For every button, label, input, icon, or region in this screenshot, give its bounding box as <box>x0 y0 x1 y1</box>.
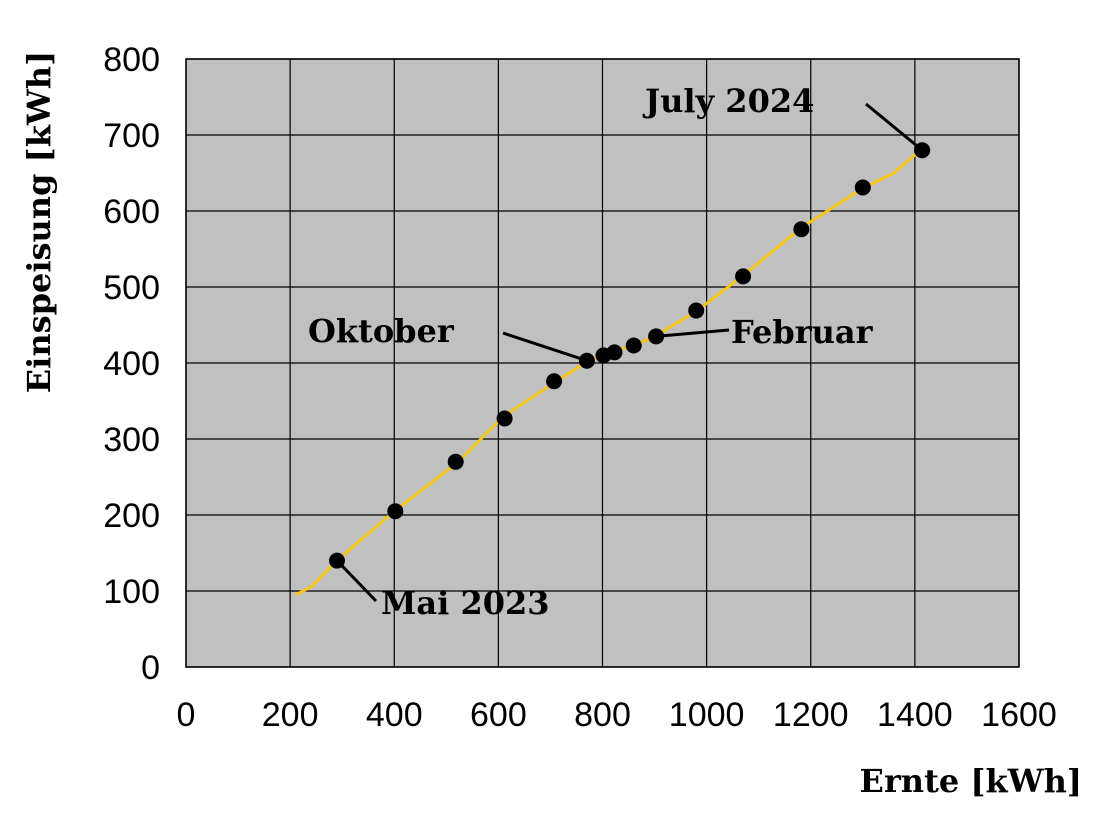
data-point <box>447 453 464 470</box>
x-axis-title: Ernte [kWh] <box>860 762 1082 800</box>
annotations: July 2024 Oktober Februar Mai 2023 <box>308 82 874 622</box>
x-tick-label: 1400 <box>877 696 953 734</box>
data-points <box>328 142 931 569</box>
x-tick-label: 400 <box>366 696 423 734</box>
x-tick-label: 1000 <box>669 696 745 734</box>
data-point <box>578 352 595 369</box>
data-point <box>914 142 931 159</box>
y-tick-label: 200 <box>103 497 160 535</box>
x-axis-ticks: 0 200 400 600 800 1000 1200 1400 1600 <box>177 696 1057 734</box>
data-point <box>328 552 345 569</box>
y-tick-label: 0 <box>141 649 160 687</box>
data-point <box>546 373 563 390</box>
x-tick-label: 0 <box>177 696 196 734</box>
y-tick-label: 500 <box>103 269 160 307</box>
annotation-label: Oktober <box>308 312 455 350</box>
annotation-label: July 2024 <box>642 82 814 120</box>
x-tick-label: 200 <box>262 696 319 734</box>
y-tick-label: 400 <box>103 345 160 383</box>
annotation-leader <box>335 559 378 603</box>
annotation-leader <box>865 102 924 152</box>
x-tick-label: 800 <box>574 696 631 734</box>
x-tick-label: 1200 <box>773 696 849 734</box>
data-point <box>496 410 513 427</box>
y-tick-label: 800 <box>103 41 160 79</box>
y-axis-ticks: 0 100 200 300 400 500 600 700 800 <box>103 41 160 687</box>
data-point <box>387 503 404 520</box>
y-tick-label: 700 <box>103 117 160 155</box>
annotation-leaders <box>335 102 924 603</box>
data-point <box>625 337 642 354</box>
data-point <box>688 302 705 319</box>
annotation-leader <box>502 331 588 363</box>
data-point <box>735 268 752 285</box>
y-tick-label: 100 <box>103 573 160 611</box>
data-point <box>854 179 871 196</box>
y-tick-label: 600 <box>103 193 160 231</box>
y-axis-title: Einspeisung [kWh] <box>20 51 58 393</box>
data-point <box>606 344 623 361</box>
data-point <box>793 221 810 238</box>
annotation-label: Februar <box>731 313 874 351</box>
annotation-leader <box>655 328 730 338</box>
data-point <box>648 328 665 345</box>
x-tick-label: 1600 <box>981 696 1057 734</box>
grid <box>185 58 1020 668</box>
x-tick-label: 600 <box>470 696 527 734</box>
annotation-label: Mai 2023 <box>381 584 550 622</box>
y-tick-label: 300 <box>103 421 160 459</box>
